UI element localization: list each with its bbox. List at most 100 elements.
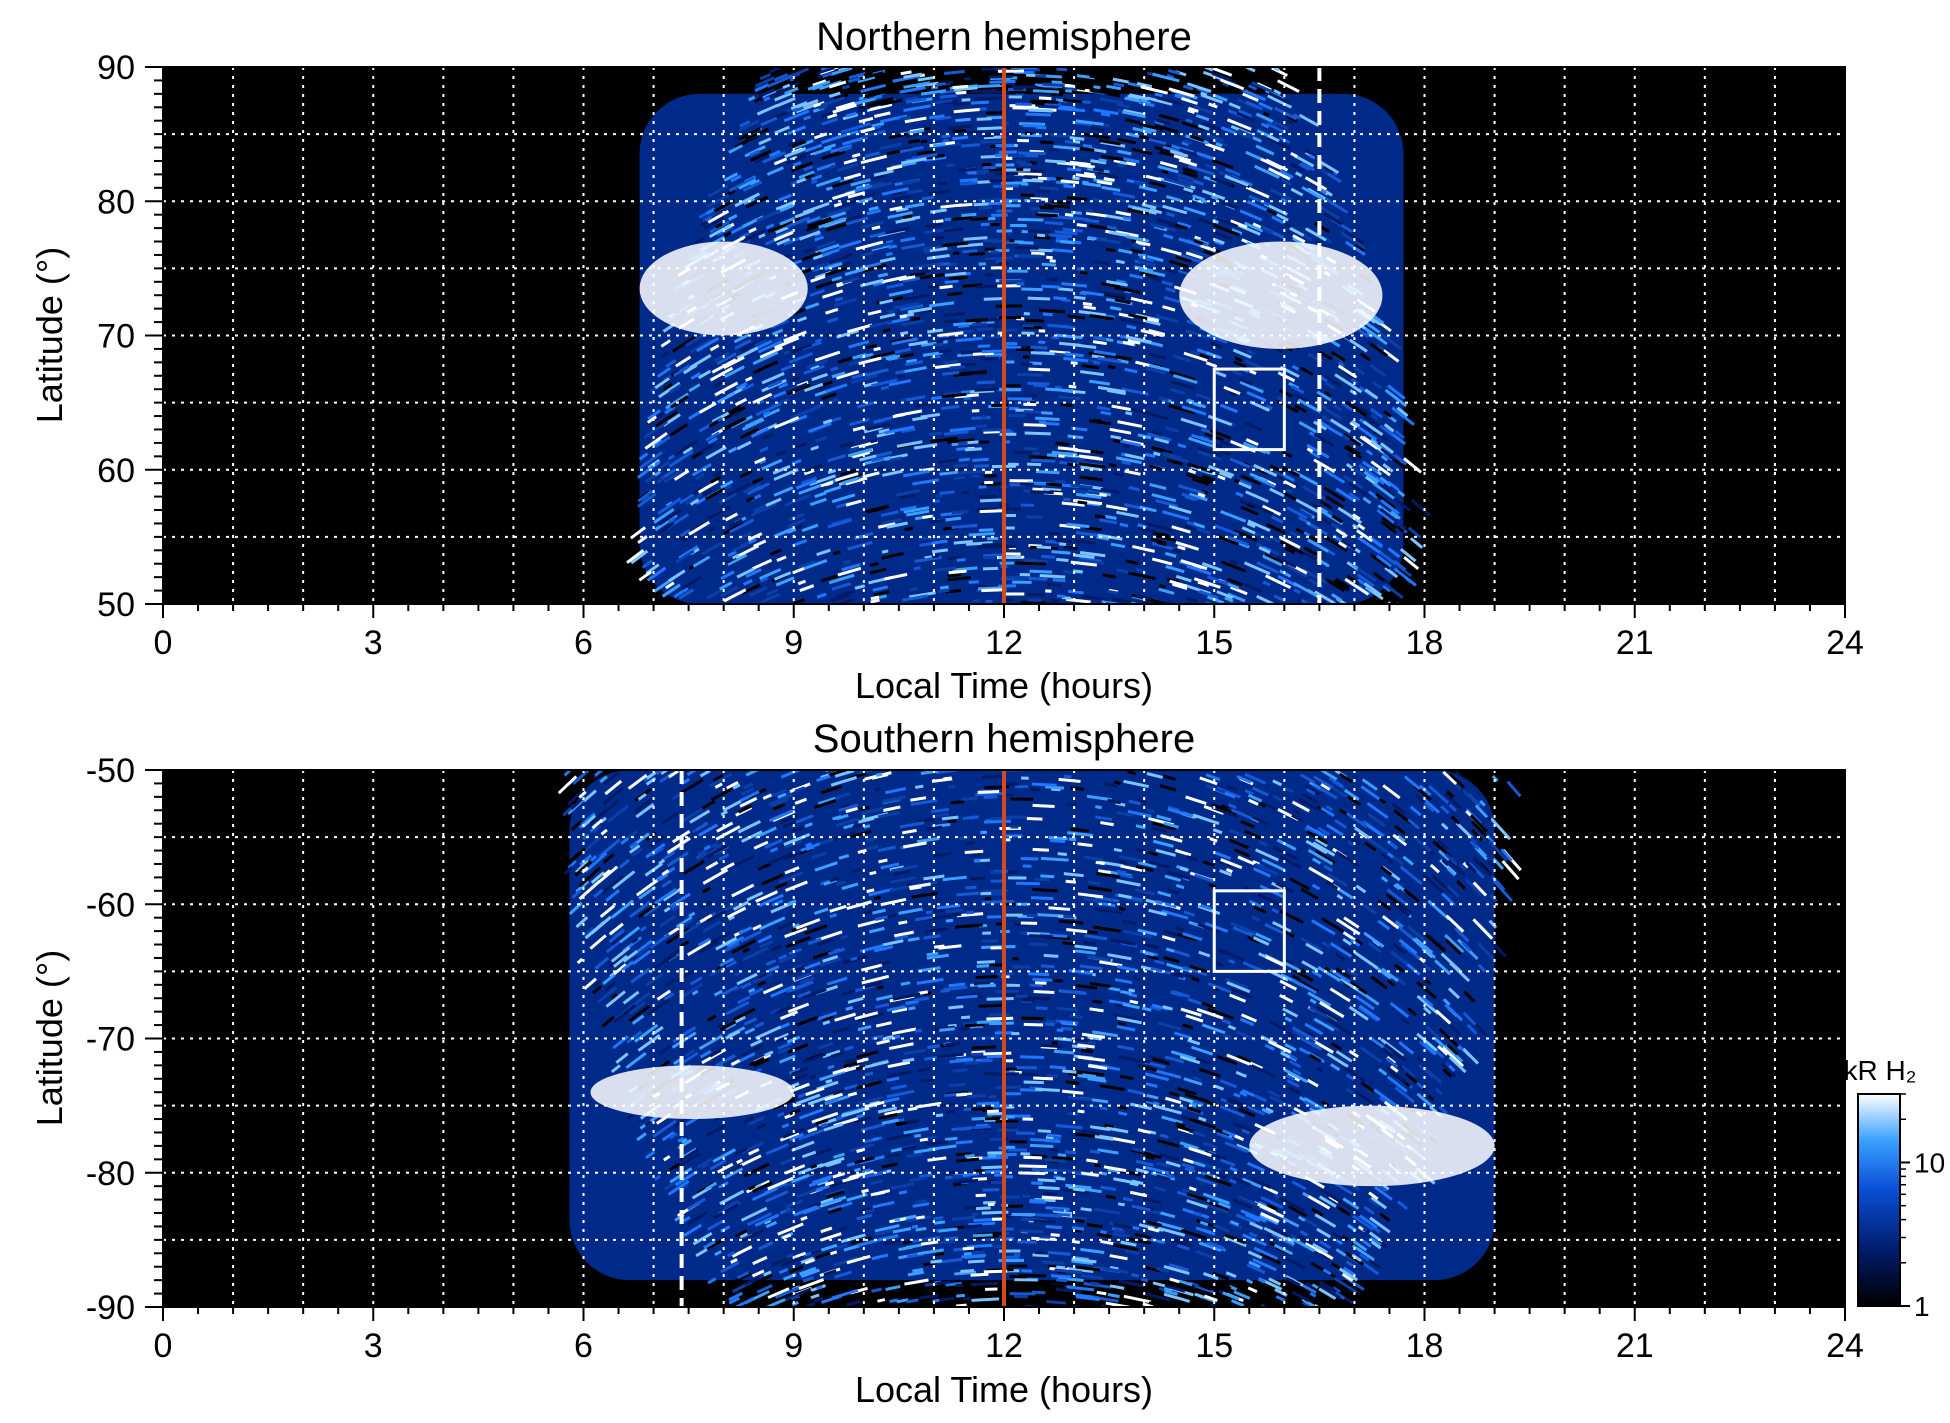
emission-streak [1155, 498, 1179, 508]
emission-streak [702, 488, 713, 497]
emission-streak [960, 1015, 971, 1020]
emission-streak [1086, 1158, 1098, 1164]
emission-streak [1120, 1240, 1137, 1247]
emission-streak [1279, 169, 1294, 179]
emission-streak [1063, 872, 1084, 878]
emission-streak [1039, 573, 1066, 579]
emission-streak [1320, 806, 1335, 818]
emission-streak [1166, 74, 1175, 79]
emission-streak [659, 914, 676, 928]
emission-streak [1284, 1042, 1297, 1052]
emission-streak [876, 1234, 899, 1242]
emission-streak [1135, 567, 1145, 573]
emission-streak [575, 916, 589, 929]
emission-streak [1070, 1014, 1083, 1019]
emission-streak [1209, 1279, 1232, 1290]
emission-streak [1256, 594, 1274, 604]
emission-streak [1175, 255, 1192, 263]
emission-streak [1394, 1086, 1415, 1104]
emission-streak [1060, 179, 1080, 185]
emission-streak [726, 936, 745, 948]
emission-streak [1116, 878, 1141, 887]
emission-streak [1424, 933, 1447, 953]
emission-streak [1365, 823, 1384, 838]
emission-streak [843, 559, 851, 565]
emission-streak [720, 585, 739, 598]
emission-streak [836, 162, 859, 172]
emission-streak [1352, 1214, 1371, 1229]
emission-streak [645, 474, 656, 483]
emission-streak [756, 1284, 773, 1294]
emission-streak [879, 298, 894, 305]
emission-streak [832, 1026, 850, 1035]
emission-streak [1423, 1006, 1432, 1015]
emission-streak [1407, 526, 1422, 539]
northern-xlabel: Local Time (hours) [855, 665, 1153, 706]
emission-streak [699, 913, 713, 924]
emission-streak [652, 1119, 677, 1138]
emission-streak [834, 93, 849, 101]
emission-streak [1236, 111, 1256, 123]
emission-streak [1201, 1001, 1216, 1009]
emission-streak [1023, 325, 1043, 330]
emission-streak [846, 1254, 871, 1265]
emission-streak [1290, 187, 1304, 197]
emission-streak [1106, 279, 1128, 287]
emission-streak [1062, 1069, 1077, 1074]
emission-streak [879, 317, 894, 324]
emission-streak [720, 480, 734, 489]
emission-streak [938, 944, 962, 950]
emission-streak [1159, 160, 1178, 169]
emission-streak [1268, 1277, 1282, 1286]
emission-streak [1175, 574, 1192, 583]
emission-streak [1400, 523, 1407, 530]
emission-streak [695, 1248, 708, 1258]
emission-streak [1371, 1225, 1381, 1234]
emission-streak [810, 445, 820, 451]
emission-streak [739, 1154, 762, 1167]
emission-streak [792, 376, 801, 382]
emission-streak [1084, 1187, 1102, 1194]
emission-streak [1445, 914, 1465, 933]
emission-streak [974, 387, 1000, 392]
emission-streak [1192, 194, 1206, 202]
emission-streak [1323, 468, 1346, 484]
emission-streak [1144, 319, 1161, 326]
emission-streak [1043, 71, 1055, 75]
emission-streak [1321, 506, 1334, 515]
emission-streak [942, 100, 958, 105]
emission-streak [1416, 1092, 1434, 1109]
emission-streak [1075, 539, 1096, 545]
emission-streak [783, 350, 790, 356]
emission-streak [1389, 1001, 1410, 1019]
emission-streak [1227, 1097, 1246, 1107]
emission-streak [1276, 838, 1297, 851]
emission-streak [776, 1005, 792, 1014]
emission-streak [1379, 1212, 1391, 1222]
emission-streak [769, 1007, 781, 1015]
emission-streak [1163, 177, 1192, 188]
emission-streak [1390, 510, 1401, 520]
emission-streak [649, 386, 657, 393]
emission-streak [758, 233, 766, 239]
emission-streak [1356, 1091, 1374, 1105]
emission-streak [1358, 1006, 1379, 1022]
emission-streak [1070, 87, 1078, 92]
emission-streak [1252, 786, 1269, 797]
emission-streak [1039, 140, 1054, 145]
emission-streak [1377, 504, 1398, 521]
emission-streak [1316, 390, 1332, 402]
emission-streak [873, 895, 881, 901]
emission-streak [1188, 492, 1208, 502]
emission-streak [1369, 1236, 1382, 1247]
emission-streak [833, 261, 851, 270]
emission-streak [1057, 287, 1074, 292]
emission-streak [735, 381, 748, 390]
emission-streak [831, 222, 847, 231]
emission-streak [1172, 1238, 1193, 1248]
emission-streak [1078, 163, 1096, 169]
emission-streak [705, 431, 721, 442]
emission-streak [962, 1246, 975, 1251]
emission-streak [1214, 524, 1240, 537]
emission-streak [803, 364, 825, 375]
